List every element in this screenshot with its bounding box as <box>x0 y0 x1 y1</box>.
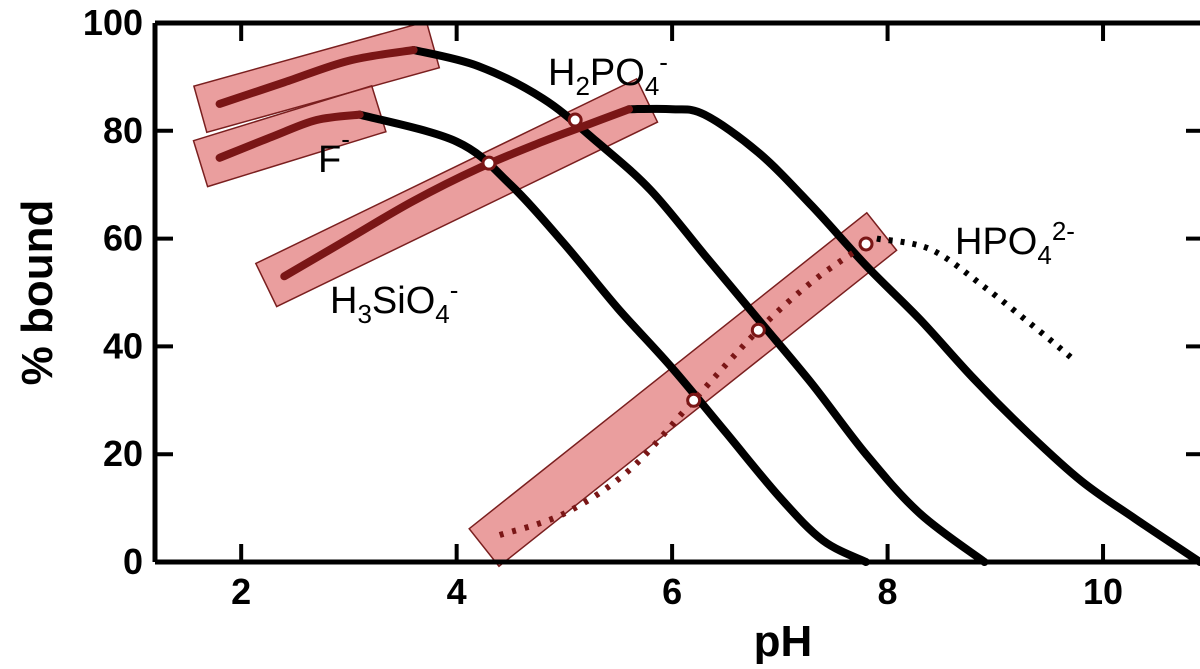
series-line <box>355 110 870 566</box>
crossing-marker <box>858 236 874 252</box>
x-tick-label: 8 <box>878 571 898 612</box>
annotation-line <box>280 105 633 281</box>
y-tick-label: 40 <box>103 325 143 366</box>
base-text: H <box>548 52 575 94</box>
series-label: F- <box>318 124 350 181</box>
series-label: H2PO4- <box>548 47 668 101</box>
y-tick-label: 100 <box>83 2 143 43</box>
base-after-sub-text: SiO <box>372 280 435 322</box>
x-axis-title: pH <box>754 617 813 664</box>
crossing-marker <box>481 155 497 171</box>
series-line <box>876 235 1073 360</box>
base-after-sub-text: PO <box>590 52 645 94</box>
overlay-layer <box>215 46 874 538</box>
y-tick-label: 80 <box>103 110 143 151</box>
series-label: HPO42- <box>955 216 1075 270</box>
labels-layer: F-H2PO4-H3SiO4-HPO42- <box>318 47 1075 329</box>
annotation-line <box>498 241 868 538</box>
y-tick-label: 0 <box>123 541 143 582</box>
crossing-marker <box>750 322 766 338</box>
x-tick-label: 4 <box>447 571 467 612</box>
annotation-line <box>215 110 364 162</box>
sub-text: 2 <box>575 71 589 101</box>
sub-text: 4 <box>645 71 659 101</box>
series-label: H3SiO4- <box>330 275 458 329</box>
sup-text: 2- <box>1052 216 1075 246</box>
series-layer <box>355 46 1200 566</box>
y-axis-title: % bound <box>13 200 62 386</box>
x-tick-label: 10 <box>1083 571 1123 612</box>
crossing-marker <box>567 112 583 128</box>
y-tick-label: 60 <box>103 218 143 259</box>
base-text: H <box>330 280 357 322</box>
y-tick-label: 20 <box>103 433 143 474</box>
series-line <box>625 104 1200 566</box>
sup-text: - <box>659 47 668 77</box>
series-line <box>409 46 989 566</box>
sub-text: 4 <box>435 299 449 329</box>
annotation-line <box>215 46 418 108</box>
crossing-marker <box>686 392 702 408</box>
x-tick-label: 2 <box>231 571 251 612</box>
x-tick-label: 6 <box>662 571 682 612</box>
base-text: HPO <box>955 221 1037 263</box>
sup-text: - <box>450 275 459 305</box>
base-text: F <box>318 139 341 181</box>
highlight-band <box>192 84 387 188</box>
sub-text: 3 <box>357 299 371 329</box>
sub-text: 4 <box>1037 240 1051 270</box>
sup-text: - <box>341 124 350 154</box>
